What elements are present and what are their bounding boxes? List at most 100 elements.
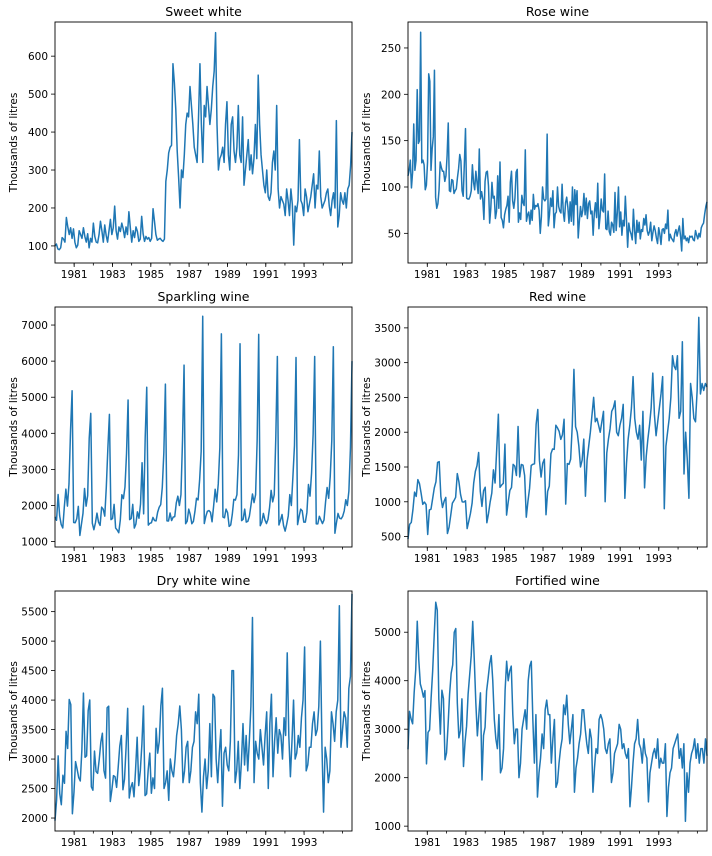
chart-title: Red wine	[529, 289, 586, 304]
x-tick-label: 1987	[530, 553, 557, 565]
y-tick-label: 200	[381, 89, 401, 101]
y-tick-label: 6000	[21, 356, 48, 368]
x-tick-label: 1981	[61, 837, 88, 849]
series-line	[54, 31, 353, 251]
x-tick-label: 1987	[176, 553, 203, 565]
panel-fortified-wine: Fortified wine Thousands of litres 1000 2…	[361, 573, 708, 849]
y-tick-label: 3000	[21, 754, 48, 766]
y-tick-label: 600	[28, 51, 48, 63]
x-tick-label: 1993	[645, 269, 672, 281]
y-tick-label: 5000	[21, 636, 48, 648]
y-tick-label: 4500	[21, 666, 48, 678]
x-tick-label: 1981	[414, 837, 441, 849]
y-tick-label: 5000	[374, 627, 401, 639]
x-tick-label: 1993	[291, 553, 318, 565]
series-line	[407, 316, 708, 540]
y-tick-label: 1000	[21, 537, 48, 549]
y-tick-label: 2000	[374, 427, 401, 439]
y-axis-label: Thousands of litres	[8, 661, 20, 762]
x-tick-label: 1989	[214, 553, 241, 565]
y-tick-label: 300	[28, 165, 48, 177]
x-tick-label: 1985	[491, 553, 518, 565]
x-tick-label: 1985	[491, 269, 518, 281]
x-tick-label: 1993	[645, 837, 672, 849]
y-tick-label: 3000	[374, 358, 401, 370]
y-tick-label: 2500	[21, 784, 48, 796]
x-tick-label: 1989	[214, 837, 241, 849]
y-tick-label: 7000	[21, 320, 48, 332]
y-tick-label: 4000	[374, 676, 401, 688]
x-tick-label: 1993	[645, 553, 672, 565]
y-tick-label: 1000	[374, 821, 401, 833]
y-axis-label: Thousands of litres	[361, 93, 373, 194]
y-tick-label: 5500	[21, 607, 48, 619]
x-tick-label: 1987	[530, 837, 557, 849]
x-tick-label: 1989	[568, 837, 595, 849]
plot-frame	[54, 306, 353, 548]
panel-red-wine: Red wine Thousands of litres 500 1000 1500…	[361, 289, 708, 565]
x-tick-label: 1991	[607, 553, 634, 565]
x-tick-label: 1987	[176, 269, 203, 281]
y-tick-label: 3500	[374, 323, 401, 335]
x-tick-label: 1981	[61, 269, 88, 281]
y-tick-label: 1000	[374, 497, 401, 509]
chart-title: Rose wine	[526, 4, 590, 19]
y-tick-label: 4000	[21, 428, 48, 440]
series-line	[407, 601, 708, 823]
series-line	[54, 593, 353, 821]
x-tick-label: 1981	[61, 553, 88, 565]
y-tick-label: 2000	[374, 773, 401, 785]
x-tick-label: 1985	[137, 837, 164, 849]
panel-sparkling-wine: Sparkling wine Thousands of litres 1000 2…	[8, 289, 353, 565]
y-tick-label: 3500	[21, 725, 48, 737]
y-tick-label: 3000	[21, 464, 48, 476]
plot-frame	[407, 21, 708, 264]
x-tick-label: 1983	[99, 269, 126, 281]
x-tick-label: 1989	[214, 269, 241, 281]
x-tick-label: 1987	[176, 837, 203, 849]
y-tick-label: 50	[388, 228, 401, 240]
y-tick-label: 2500	[374, 392, 401, 404]
chart-title: Dry white wine	[157, 573, 251, 588]
chart-title: Fortified wine	[515, 573, 600, 588]
x-tick-label: 1991	[252, 553, 279, 565]
chart-title: Sparkling wine	[158, 289, 250, 304]
y-tick-label: 2000	[21, 500, 48, 512]
panel-sweet-white: Sweet white Thousands of litres 100 200 30…	[8, 4, 353, 281]
x-tick-label: 1981	[414, 553, 441, 565]
x-tick-label: 1985	[137, 553, 164, 565]
y-tick-label: 2000	[21, 813, 48, 825]
y-tick-label: 400	[28, 127, 48, 139]
series-line	[407, 31, 708, 252]
x-tick-label: 1981	[414, 269, 441, 281]
x-tick-label: 1991	[252, 837, 279, 849]
x-tick-label: 1983	[453, 553, 480, 565]
y-tick-label: 250	[381, 43, 401, 55]
panel-dry-white-wine: Dry white wine Thousands of litres 2000 2…	[8, 573, 353, 849]
x-tick-label: 1993	[291, 837, 318, 849]
x-tick-label: 1983	[453, 269, 480, 281]
series-line	[54, 315, 353, 537]
x-tick-label: 1989	[568, 553, 595, 565]
plot-frame	[54, 21, 353, 264]
plot-frame	[407, 306, 708, 548]
x-tick-label: 1985	[491, 837, 518, 849]
y-tick-label: 150	[381, 136, 401, 148]
y-tick-label: 5000	[21, 392, 48, 404]
y-axis-label: Thousands of litres	[361, 377, 373, 478]
chart-title: Sweet white	[165, 4, 242, 19]
y-tick-label: 500	[28, 89, 48, 101]
x-tick-label: 1989	[568, 269, 595, 281]
y-axis-label: Thousands of litres	[361, 661, 373, 762]
y-axis-label: Thousands of litres	[8, 93, 20, 194]
y-tick-label: 4000	[21, 695, 48, 707]
y-tick-label: 500	[381, 532, 401, 544]
x-tick-label: 1985	[137, 269, 164, 281]
x-tick-label: 1983	[99, 553, 126, 565]
x-tick-label: 1983	[453, 837, 480, 849]
y-axis-label: Thousands of litres	[8, 377, 20, 478]
y-tick-label: 200	[28, 203, 48, 215]
panel-rose-wine: Rose wine Thousands of litres 50 100 150 20…	[361, 4, 708, 281]
x-tick-label: 1983	[99, 837, 126, 849]
